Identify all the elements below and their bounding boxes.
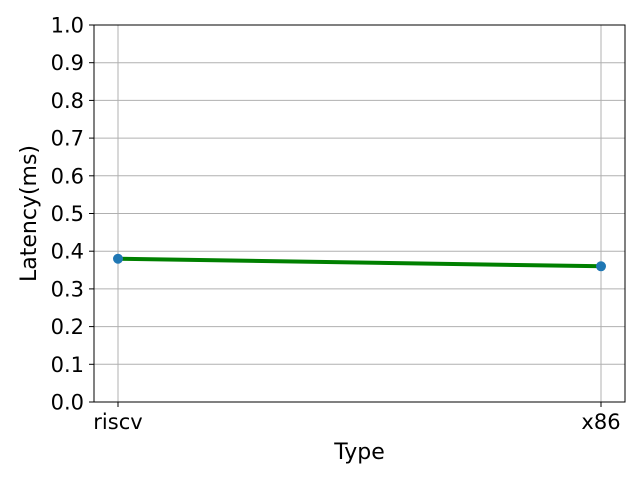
y-tick-label: 1.0 — [51, 14, 84, 38]
data-point — [596, 261, 606, 272]
y-tick-label: 0.5 — [51, 202, 84, 226]
series-layer — [113, 253, 606, 272]
x-tick-label: x86 — [581, 410, 620, 434]
x-axis-label: Type — [333, 440, 385, 465]
y-tick-label: 0.0 — [51, 391, 84, 415]
x-tick-label: riscv — [93, 410, 142, 434]
y-axis-label: Latency(ms) — [17, 145, 42, 282]
y-tick-label: 0.8 — [51, 89, 84, 113]
y-tick-label: 0.2 — [51, 315, 84, 339]
tick-layer: 0.0 0.1 0.2 0.3 0.4 0.5 0.6 0.7 0.8 0.9 1.0 riscv x8… — [51, 14, 621, 435]
y-tick-label: 0.9 — [51, 51, 84, 75]
y-tick-label: 0.3 — [51, 277, 84, 301]
y-tick-label: 0.7 — [51, 127, 84, 151]
y-tick-label: 0.1 — [51, 353, 84, 377]
y-tick-label: 0.6 — [51, 164, 84, 188]
y-tick-label: 0.4 — [51, 240, 84, 264]
data-point — [113, 253, 123, 264]
series-line — [115, 256, 604, 269]
